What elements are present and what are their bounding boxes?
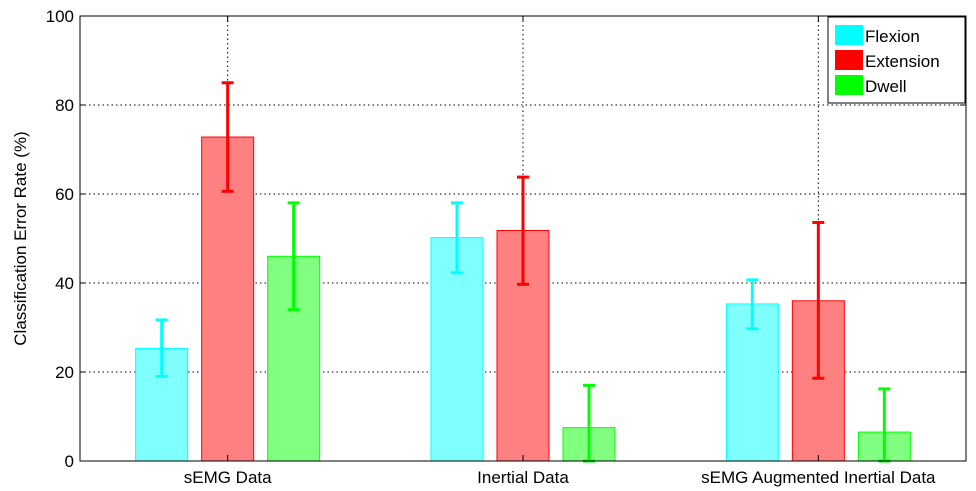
legend-swatch-extension (835, 50, 863, 70)
y-tick-label: 40 (55, 274, 74, 293)
axes: 0 20 40 60 80 100 sEMG Data Inertial Data sEMG A… (46, 7, 966, 487)
error-bars (155, 81, 891, 463)
legend-label-flexion: Flexion (865, 27, 920, 46)
error-bar-dwell (287, 201, 300, 312)
legend-label-extension: Extension (865, 52, 940, 71)
bar-flexion (430, 237, 484, 462)
error-bar-flexion (155, 318, 168, 378)
y-tick-label: 80 (55, 96, 74, 115)
y-axis-label: Classification Error Rate (%) (11, 131, 30, 345)
y-tick-label: 0 (65, 452, 74, 471)
legend-swatch-flexion (835, 25, 863, 45)
error-bar-flexion (451, 201, 463, 275)
x-tick-label: sEMG Data (184, 468, 272, 487)
y-tick-label: 60 (55, 185, 74, 204)
x-tick-label: Inertial Data (477, 468, 569, 487)
legend-swatch-dwell (835, 75, 863, 95)
legend: Flexion Extension Dwell (827, 16, 966, 104)
error-bar-extension (517, 175, 529, 286)
y-tick-label: 100 (46, 7, 74, 26)
y-tick-label: 20 (55, 363, 74, 382)
error-bar-extension (812, 220, 825, 380)
error-bar-extension (221, 81, 234, 193)
legend-label-dwell: Dwell (865, 77, 907, 96)
error-bar-flexion (746, 278, 759, 331)
x-tick-label: sEMG Augmented Inertial Data (701, 468, 936, 487)
